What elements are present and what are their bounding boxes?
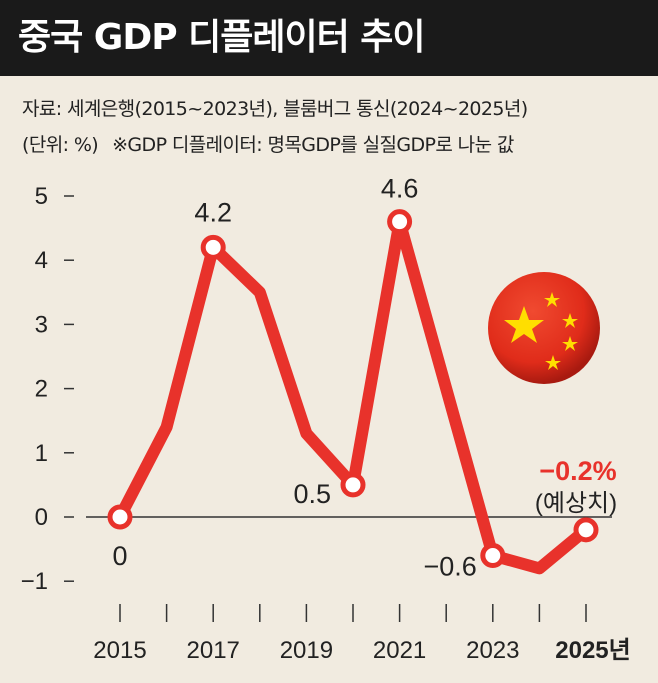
page-title: 중국 GDP 디플레이터 추이	[0, 0, 658, 76]
y-axis: −1 0 1 2 3 4 5	[21, 183, 74, 595]
x-tick-label: 2017	[187, 637, 240, 664]
y-tick-label: 2	[35, 376, 48, 403]
data-label: 0.5	[293, 479, 331, 509]
x-axis: 2015 2017 2019 2021 2023 2025년	[93, 604, 631, 664]
y-tick-label: 3	[35, 311, 48, 338]
flag-star-small	[545, 355, 561, 370]
flag-star-small	[562, 336, 578, 351]
point-markers	[107, 209, 599, 569]
flag-star-small	[562, 313, 578, 328]
x-tick-label: 2019	[280, 637, 333, 664]
y-tick-label: −1	[21, 568, 48, 595]
data-point-marker	[200, 234, 226, 260]
data-point-marker	[107, 504, 133, 530]
x-tick-label: 2023	[466, 637, 519, 664]
source-note: 자료: 세계은행(2015~2023년), 블룸버그 통신(2024~2025년…	[22, 98, 528, 120]
flag-star-small	[544, 292, 560, 307]
forecast-label: (예상치)	[535, 490, 617, 517]
definition-note: ※GDP 디플레이터: 명목GDP를 실질GDP로 나눈 값	[112, 134, 514, 156]
data-label: −0.2%	[539, 456, 616, 486]
data-label: 4.2	[194, 197, 232, 227]
data-point-marker	[573, 517, 599, 543]
point-labels: 0 4.2 0.5 4.6 −0.6 −0.2% (예상치)	[112, 174, 617, 582]
data-label: 0	[112, 541, 127, 571]
data-point-marker	[387, 209, 413, 235]
data-point-marker	[340, 472, 366, 498]
data-label: −0.6	[423, 552, 476, 582]
unit-label: (단위: %)	[22, 134, 99, 156]
y-tick-label: 4	[35, 247, 48, 274]
unit-note-line: (단위: %) ※GDP 디플레이터: 명목GDP를 실질GDP로 나눈 값	[22, 130, 514, 157]
flag-star-large	[504, 306, 544, 343]
data-point-marker	[480, 543, 506, 569]
x-tick-label: 2015	[93, 637, 146, 664]
y-tick-label: 5	[35, 183, 48, 210]
data-label: 4.6	[381, 174, 419, 204]
x-tick-label: 2025년	[555, 637, 630, 664]
y-tick-label: 1	[35, 440, 48, 467]
x-tick-label: 2021	[373, 637, 426, 664]
china-flag-icon	[488, 272, 600, 384]
y-tick-label: 0	[35, 504, 48, 531]
